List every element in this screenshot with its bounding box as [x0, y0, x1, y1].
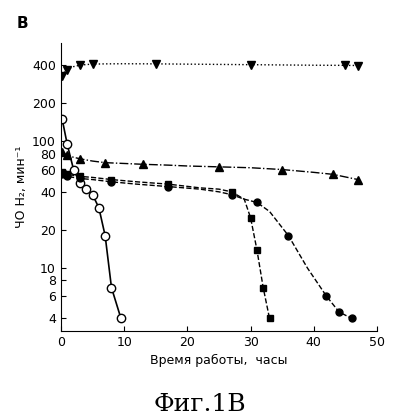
X-axis label: Время работы,  часы: Время работы, часы	[150, 354, 288, 367]
Y-axis label: ЧО H₂, мин⁻¹: ЧО H₂, мин⁻¹	[15, 146, 28, 228]
Text: Фиг.1В: Фиг.1В	[154, 393, 246, 416]
Text: B: B	[17, 16, 28, 32]
